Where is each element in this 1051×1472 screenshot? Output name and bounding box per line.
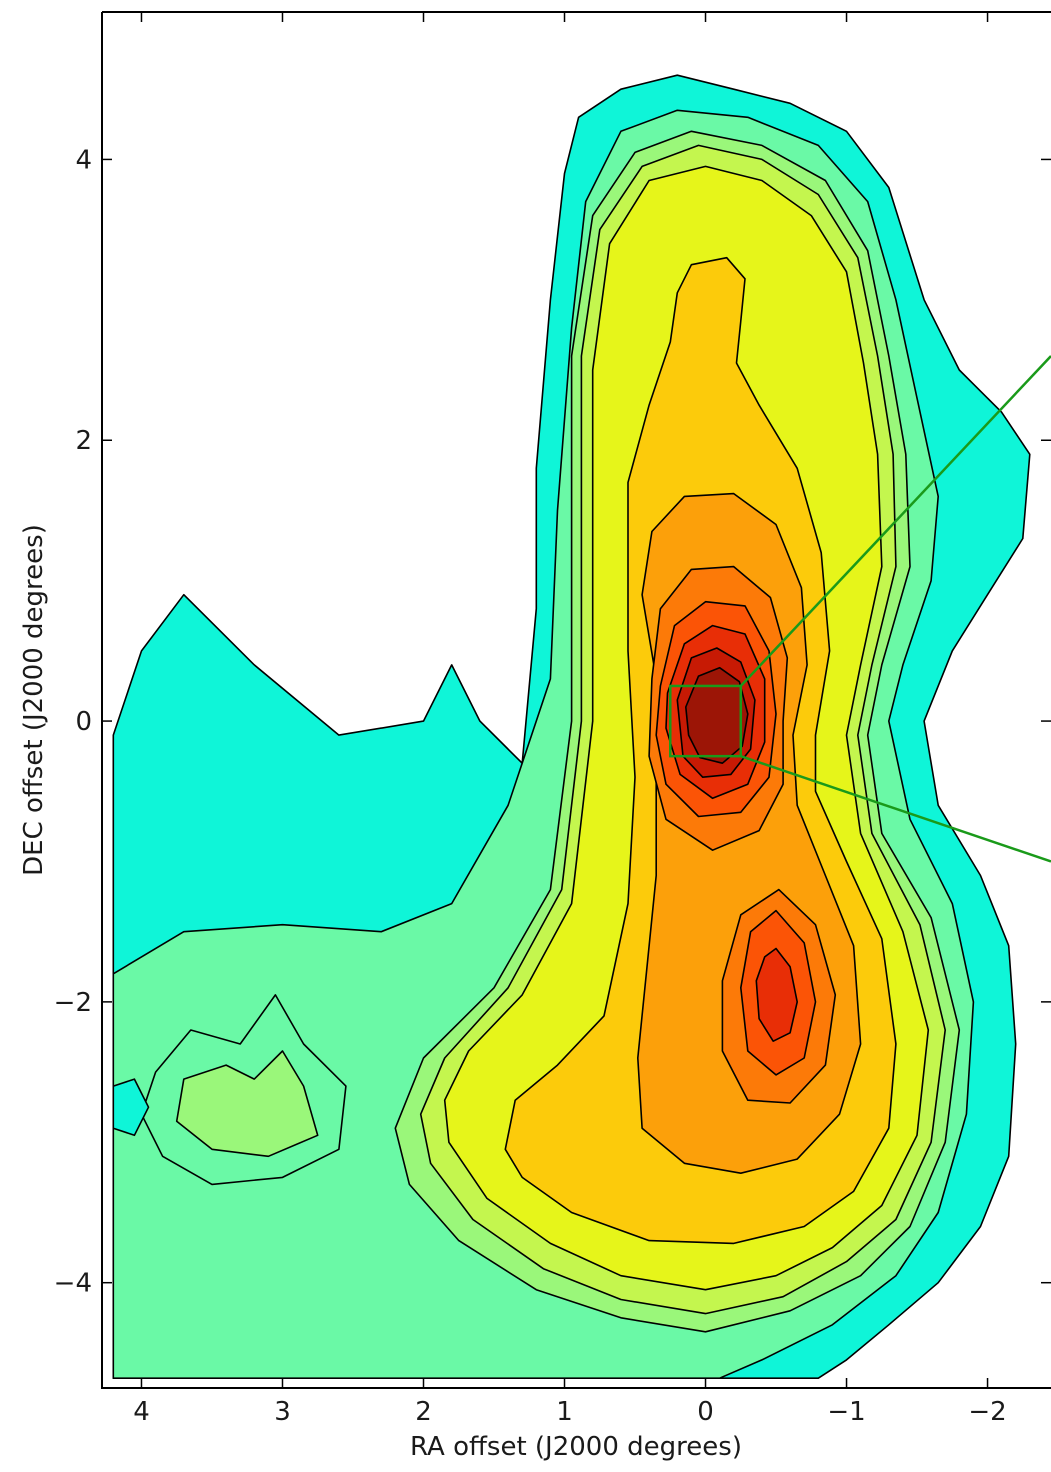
contour-region-level-10-south [755,947,799,1042]
contour-region-island-2 [175,1050,319,1158]
x-tick-label: 2 [415,1397,432,1427]
plot-frame [101,11,1051,1389]
y-tick-label: −4 [54,1269,92,1299]
y-tick-label: 4 [75,145,92,175]
y-tick-label: −2 [54,988,92,1018]
zoom-box [669,684,743,758]
x-axis-ticks: 4 3 2 1 0 −1 −2 [133,12,1007,1427]
contour-layer [112,74,1031,1379]
x-tick-label: 3 [274,1397,291,1427]
x-tick-label: 1 [556,1397,573,1427]
x-tick-label: 0 [697,1397,714,1427]
contour-region-island-west [112,1078,150,1137]
y-axis-ticks: 4 2 0 −2 −4 [54,145,1051,1299]
x-tick-label: 4 [133,1397,150,1427]
y-axis-label: DEC offset (J2000 degrees) [19,524,49,876]
contour-region-core [684,666,749,765]
y-tick-label: 0 [75,707,92,737]
x-tick-label: −1 [827,1397,865,1427]
x-axis-label: RA offset (J2000 degrees) [410,1432,742,1462]
x-tick-label: −2 [968,1397,1006,1427]
y-tick-label: 2 [75,426,92,456]
overlay-layer [669,355,1051,863]
zoom-connector-line-1 [739,355,1051,687]
zoom-connector-line-2 [740,754,1051,863]
